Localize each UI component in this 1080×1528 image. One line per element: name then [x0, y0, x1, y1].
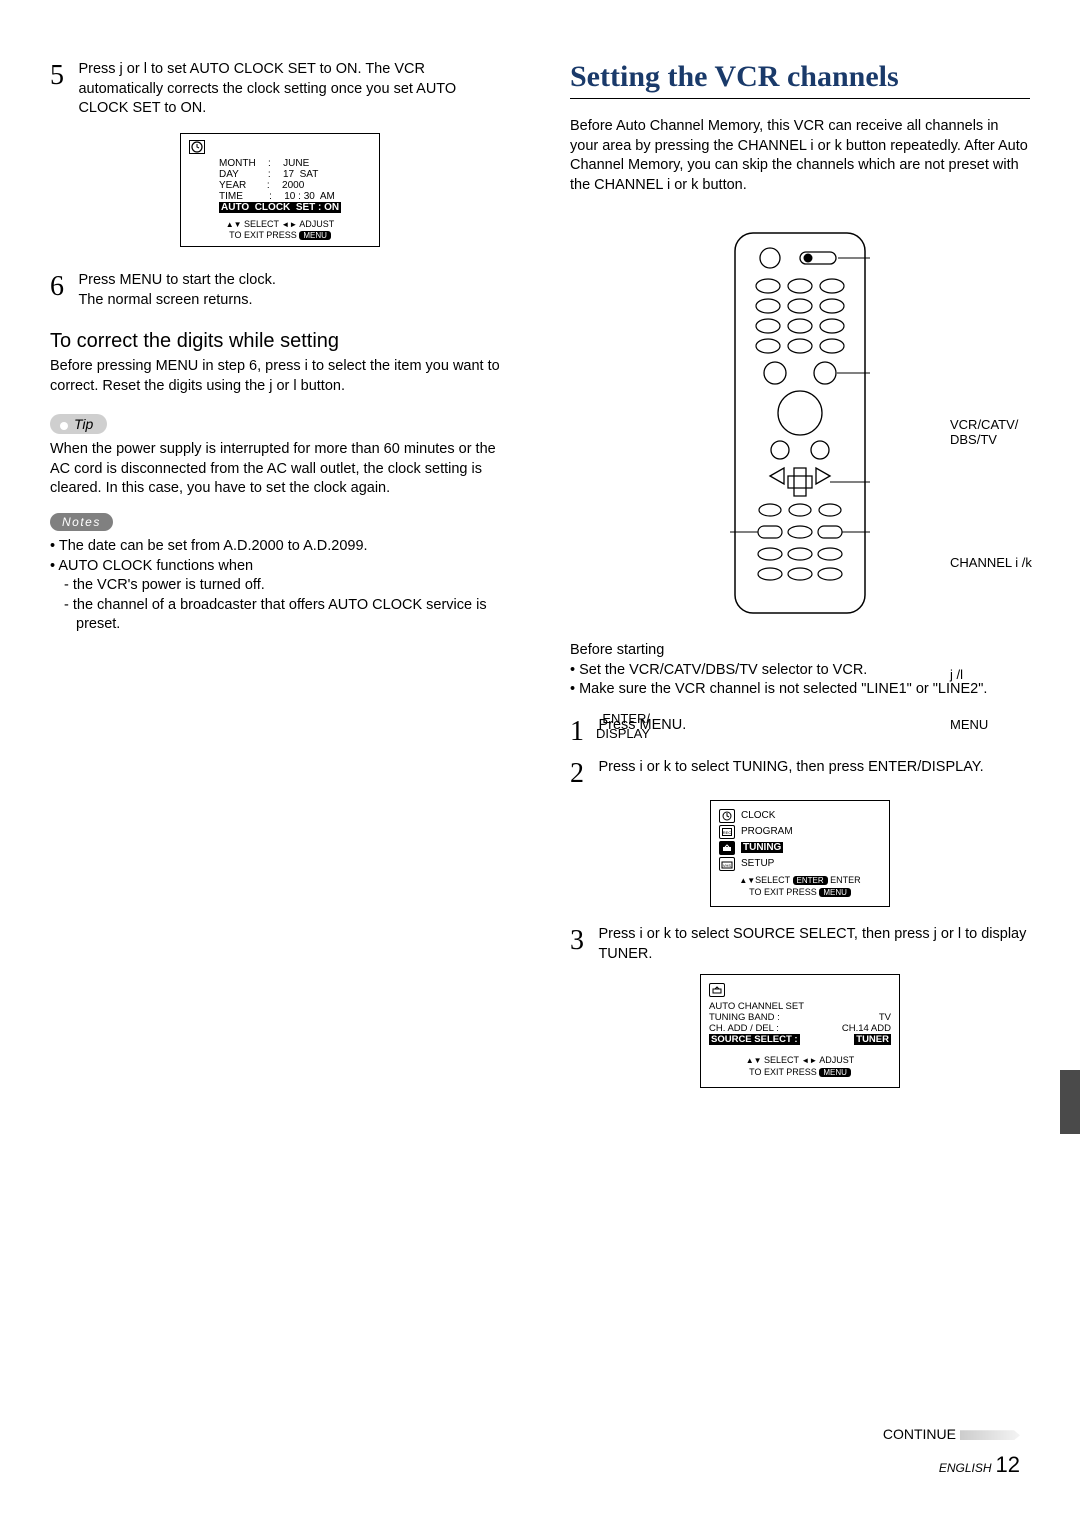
subheading: To correct the digits while setting	[50, 330, 510, 353]
lcd-time-label: TIME	[219, 191, 243, 202]
tuning-display: AUTO CHANNEL SET TUNING BAND : TV CH. ADD…	[700, 974, 900, 1087]
step-number: 3	[570, 925, 594, 957]
label-jl: j /l	[950, 667, 963, 682]
lcd-time: 10 : 30 AM	[284, 191, 335, 202]
step-number: 1	[570, 716, 594, 748]
footer-language: ENGLISH	[939, 1461, 992, 1475]
svg-text:VHS: VHS	[723, 863, 732, 868]
step-5: 5 Press j or l to set AUTO CLOCK SET to …	[50, 60, 510, 119]
arrow-icon	[960, 1430, 1020, 1440]
menu-program: PROGRAM	[741, 826, 793, 837]
remote-icon	[730, 228, 870, 618]
lcd-footer: ▲▼ SELECT ◄► ADJUST TO EXIT PRESS MENU	[189, 219, 371, 242]
left-column: 5 Press j or l to set AUTO CLOCK SET to …	[50, 60, 520, 1106]
step-number: 5	[50, 60, 74, 92]
tuning-band-val: TV	[879, 1012, 891, 1023]
lcd-day: 17 SAT	[283, 169, 318, 180]
tuning-auto-ch: AUTO CHANNEL SET	[709, 1001, 891, 1012]
rec-icon: REC	[719, 825, 735, 839]
lcd-month: JUNE	[283, 158, 309, 169]
side-tab	[1060, 1070, 1080, 1134]
lcd-month-label: MONTH	[219, 158, 256, 169]
step-3: 3 Press i or k to select SOURCE SELECT, …	[570, 925, 1030, 964]
page-footer: ENGLISH 12	[939, 1452, 1020, 1478]
notes-badge: Notes	[50, 513, 113, 531]
intro-text: Before Auto Channel Memory, this VCR can…	[570, 117, 1030, 195]
step-6: 6 Press MENU to start the clock. The nor…	[50, 271, 510, 310]
lcd-year-label: YEAR	[219, 180, 246, 191]
notes-list: The date can be set from A.D.2000 to A.D…	[50, 537, 510, 635]
svg-text:REC: REC	[723, 830, 732, 835]
menu-display: CLOCK REC PROGRAM TUNING VHS SETUP ▲▼SELEC…	[710, 800, 890, 907]
tv-icon	[709, 983, 725, 997]
label-enter: ENTER/ DISPLAY	[596, 711, 650, 741]
note-item: AUTO CLOCK functions when the VCR's powe…	[64, 557, 510, 635]
tuning-icon	[719, 841, 735, 855]
menu-tuning: TUNING	[741, 842, 783, 853]
subhead-body: Before pressing MENU in step 6, press i …	[50, 357, 510, 396]
clock-icon	[189, 140, 205, 154]
before-item: • Make sure the VCR channel is not selec…	[570, 680, 1030, 700]
lcd-day-label: DAY	[219, 169, 239, 180]
footer-page-number: 12	[996, 1452, 1020, 1477]
step-text: Press i or k to select SOURCE SELECT, th…	[598, 925, 1028, 964]
label-channel: CHANNEL i /k	[950, 555, 1032, 570]
label-menu: MENU	[950, 717, 988, 732]
tip-body: When the power supply is interrupted for…	[50, 440, 510, 499]
tuning-source-label: SOURCE SELECT :	[709, 1034, 800, 1045]
remote-illustration: VCR/CATV/ DBS/TV CHANNEL i /k j /l MENU …	[570, 223, 1030, 623]
label-vcr: VCR/CATV/ DBS/TV	[950, 417, 1018, 447]
step-number: 2	[570, 758, 594, 790]
note-subitem: the VCR's power is turned off.	[76, 576, 510, 596]
lcd-year: 2000	[282, 180, 304, 191]
step-text: Press i or k to select TUNING, then pres…	[598, 758, 1028, 778]
setup-icon: VHS	[719, 857, 735, 871]
menu-footer: ▲▼SELECT ENTER ENTER TO EXIT PRESS MENU	[719, 875, 881, 898]
step-text: Press MENU to start the clock. The norma…	[78, 271, 508, 310]
section-heading: Setting the VCR channels	[570, 60, 1030, 99]
step-number: 6	[50, 271, 74, 303]
note-subitem: the channel of a broadcaster that offers…	[76, 596, 510, 635]
tuning-source-val: TUNER	[854, 1034, 891, 1045]
clock-set-display: MONTH : JUNE DAY : 17 SAT YEAR : 2000 TI…	[180, 133, 380, 247]
lcd-auto-clock: AUTO CLOCK SET : ON	[219, 202, 341, 213]
continue-indicator: CONTINUE	[883, 1426, 1020, 1442]
tuning-band-label: TUNING BAND :	[709, 1012, 780, 1023]
tuning-footer: ▲▼ SELECT ◄► ADJUST TO EXIT PRESS MENU	[709, 1055, 891, 1078]
note-item: The date can be set from A.D.2000 to A.D…	[64, 537, 510, 557]
step-text: Press j or l to set AUTO CLOCK SET to ON…	[78, 60, 508, 119]
step-2: 2 Press i or k to select TUNING, then pr…	[570, 758, 1030, 790]
before-starting-title: Before starting	[570, 641, 1030, 661]
right-column: Setting the VCR channels Before Auto Cha…	[560, 60, 1030, 1106]
clock-icon	[719, 809, 735, 823]
menu-setup: SETUP	[741, 858, 774, 869]
tip-badge: Tip	[50, 414, 107, 434]
tuning-ch-val: CH.14 ADD	[842, 1023, 891, 1034]
tuning-ch-label: CH. ADD / DEL :	[709, 1023, 779, 1034]
menu-clock: CLOCK	[741, 810, 775, 821]
